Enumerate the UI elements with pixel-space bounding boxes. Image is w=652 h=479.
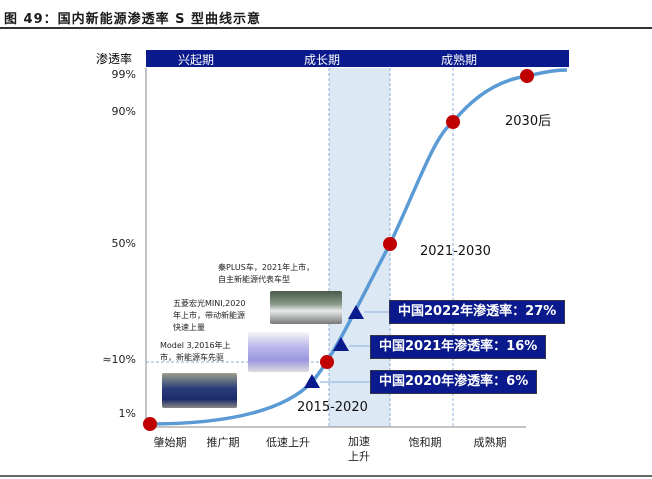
phase-growth: 成长期 bbox=[304, 53, 341, 67]
dot-50pct bbox=[383, 237, 397, 251]
y-tick-90: 90% bbox=[111, 105, 136, 118]
title-rule bbox=[0, 27, 652, 29]
qin-plus-car-image bbox=[270, 291, 342, 324]
phase-bar: 兴起期 成长期 成熟期 bbox=[146, 50, 569, 67]
label-2030-after: 2030后 bbox=[505, 114, 552, 129]
x-stage-fast-rise: 加速上升 bbox=[348, 435, 370, 463]
y-tick-1: 1% bbox=[118, 407, 136, 420]
figure-title: 图 49：国内新能源渗透率 S 型曲线示意 bbox=[4, 12, 262, 27]
caption-line: 市，新能源车先驱 bbox=[160, 353, 224, 362]
y-tick-50: 50% bbox=[111, 237, 136, 250]
callout-2021: 中国2021年渗透率：16% bbox=[370, 335, 547, 359]
marker-2021 bbox=[333, 337, 349, 351]
caption-line: 五菱宏光MINI,2020 bbox=[173, 299, 246, 308]
model3-car-image bbox=[162, 373, 237, 408]
x-stage-saturation: 饱和期 bbox=[408, 436, 442, 449]
y-tick-10: ≈10% bbox=[102, 353, 136, 366]
dot-start bbox=[143, 417, 157, 431]
callout-2020: 中国2020年渗透率：6% bbox=[370, 370, 538, 394]
x-stage-slow-rise: 低速上升 bbox=[266, 436, 310, 449]
callout-2022: 中国2022年渗透率：27% bbox=[389, 300, 566, 324]
phase-emerging: 兴起期 bbox=[178, 53, 215, 67]
wuling-mini-car-image bbox=[248, 332, 309, 372]
x-stage-promotion: 推广期 bbox=[206, 436, 240, 449]
phase-mature: 成熟期 bbox=[441, 53, 478, 67]
x-stage-inception: 肇始期 bbox=[153, 436, 187, 449]
caption-line: 秦PLUS车，2021年上市， bbox=[218, 263, 315, 272]
growth-band bbox=[329, 68, 390, 427]
dot-10pct bbox=[320, 355, 334, 369]
caption-line: Model 3,2016年上 bbox=[160, 341, 231, 350]
marker-2022 bbox=[348, 305, 364, 319]
y-axis-title: 渗透率 bbox=[96, 52, 133, 66]
dot-90pct bbox=[446, 115, 460, 129]
caption-line: 快速上量 bbox=[173, 323, 205, 332]
caption-line: 自主新能源代表车型 bbox=[218, 275, 290, 284]
label-2015-2020: 2015-2020 bbox=[297, 400, 368, 415]
bottom-rule bbox=[0, 475, 652, 477]
caption-model3: Model 3,2016年上 市，新能源车先驱 bbox=[160, 340, 231, 364]
y-tick-99: 99% bbox=[111, 68, 136, 81]
caption-wuling: 五菱宏光MINI,2020 年上市，带动新能源 快速上量 bbox=[173, 298, 246, 334]
caption-line: 年上市，带动新能源 bbox=[173, 311, 245, 320]
marker-2020 bbox=[304, 374, 320, 388]
dot-99pct bbox=[520, 69, 534, 83]
label-2021-2030: 2021-2030 bbox=[420, 244, 491, 259]
caption-qin: 秦PLUS车，2021年上市， 自主新能源代表车型 bbox=[218, 262, 314, 286]
x-stage-mature: 成熟期 bbox=[473, 436, 507, 449]
